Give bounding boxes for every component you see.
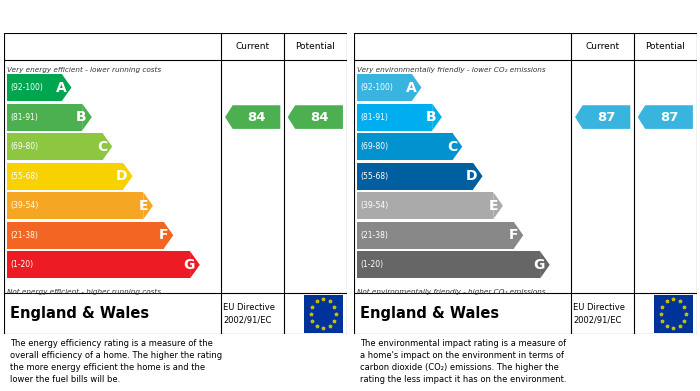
Polygon shape	[82, 104, 92, 131]
Polygon shape	[62, 74, 71, 101]
Text: Potential: Potential	[645, 42, 685, 51]
Text: (69-80): (69-80)	[360, 142, 388, 151]
Text: A: A	[405, 81, 416, 95]
Bar	[7, 74, 62, 101]
Text: 87: 87	[597, 111, 616, 124]
Polygon shape	[412, 74, 421, 101]
Text: (81-91): (81-91)	[360, 113, 388, 122]
Bar	[654, 295, 693, 333]
Bar	[357, 104, 432, 131]
Bar	[7, 163, 123, 190]
Text: Very energy efficient - lower running costs: Very energy efficient - lower running co…	[7, 66, 161, 73]
Text: The environmental impact rating is a measure of
a home's impact on the environme: The environmental impact rating is a mea…	[360, 339, 567, 384]
Text: E: E	[139, 199, 148, 213]
Polygon shape	[473, 163, 482, 190]
Text: (39-54): (39-54)	[360, 201, 388, 210]
Text: D: D	[466, 169, 477, 183]
Polygon shape	[123, 163, 132, 190]
Text: England & Wales: England & Wales	[360, 306, 500, 321]
Bar	[357, 133, 452, 160]
Bar	[7, 192, 143, 219]
Text: Current: Current	[236, 42, 270, 51]
Bar	[357, 163, 473, 190]
Text: (1-20): (1-20)	[10, 260, 34, 269]
Bar	[7, 104, 82, 131]
Text: C: C	[447, 140, 457, 154]
Bar	[7, 133, 102, 160]
Bar	[357, 222, 514, 249]
Text: (69-80): (69-80)	[10, 142, 38, 151]
Text: England & Wales: England & Wales	[10, 306, 150, 321]
Polygon shape	[638, 105, 693, 129]
Text: The energy efficiency rating is a measure of the
overall efficiency of a home. T: The energy efficiency rating is a measur…	[10, 339, 223, 384]
Text: D: D	[116, 169, 127, 183]
Text: EU Directive
2002/91/EC: EU Directive 2002/91/EC	[223, 303, 275, 324]
Polygon shape	[144, 192, 153, 219]
Text: Energy Efficiency Rating: Energy Efficiency Rating	[12, 10, 174, 23]
Text: (55-68): (55-68)	[360, 172, 388, 181]
Text: F: F	[509, 228, 518, 242]
Bar	[304, 295, 343, 333]
Text: (1-20): (1-20)	[360, 260, 384, 269]
Text: Not environmentally friendly - higher CO₂ emissions: Not environmentally friendly - higher CO…	[357, 289, 545, 295]
Polygon shape	[494, 192, 503, 219]
Polygon shape	[102, 133, 112, 160]
Text: Potential: Potential	[295, 42, 335, 51]
Polygon shape	[514, 222, 524, 249]
Text: E: E	[489, 199, 498, 213]
Bar	[7, 251, 190, 278]
Text: A: A	[55, 81, 66, 95]
Text: Environmental Impact (CO₂) Rating: Environmental Impact (CO₂) Rating	[362, 10, 594, 23]
Text: (21-38): (21-38)	[360, 231, 388, 240]
Text: B: B	[76, 110, 87, 124]
Bar	[357, 251, 540, 278]
Text: G: G	[183, 258, 195, 272]
Polygon shape	[288, 105, 343, 129]
Text: (81-91): (81-91)	[10, 113, 38, 122]
Text: F: F	[159, 228, 168, 242]
Text: EU Directive
2002/91/EC: EU Directive 2002/91/EC	[573, 303, 625, 324]
Text: Very environmentally friendly - lower CO₂ emissions: Very environmentally friendly - lower CO…	[357, 66, 545, 73]
Bar	[357, 192, 494, 219]
Text: (92-100): (92-100)	[360, 83, 393, 92]
Text: Current: Current	[586, 42, 620, 51]
Polygon shape	[452, 133, 462, 160]
Text: B: B	[426, 110, 437, 124]
Bar	[357, 74, 412, 101]
Polygon shape	[225, 105, 280, 129]
Text: 84: 84	[247, 111, 266, 124]
Text: C: C	[97, 140, 107, 154]
Text: 84: 84	[310, 111, 328, 124]
Text: Not energy efficient - higher running costs: Not energy efficient - higher running co…	[7, 289, 161, 295]
Text: (55-68): (55-68)	[10, 172, 38, 181]
Text: (39-54): (39-54)	[10, 201, 38, 210]
Bar	[7, 222, 164, 249]
Polygon shape	[432, 104, 442, 131]
Polygon shape	[540, 251, 550, 278]
Text: G: G	[533, 258, 545, 272]
Text: (92-100): (92-100)	[10, 83, 43, 92]
Text: 87: 87	[660, 111, 678, 124]
Polygon shape	[164, 222, 174, 249]
Text: (21-38): (21-38)	[10, 231, 38, 240]
Polygon shape	[190, 251, 199, 278]
Polygon shape	[575, 105, 630, 129]
